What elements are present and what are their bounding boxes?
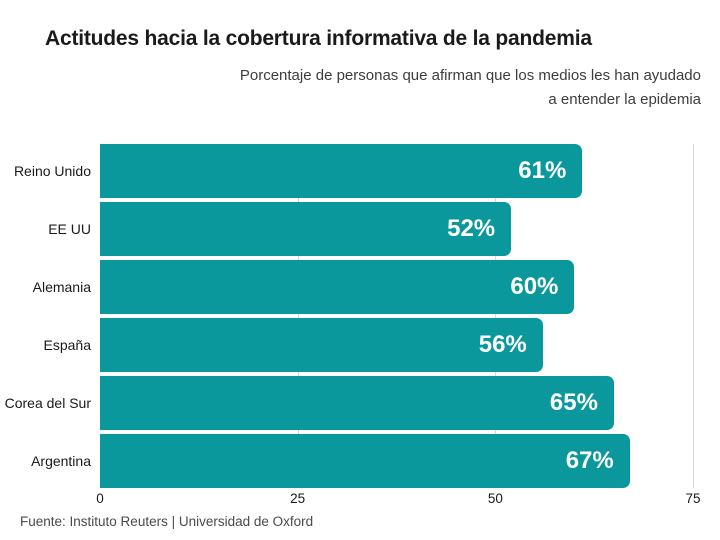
- value-label: 60%: [510, 273, 559, 300]
- bar: 52%: [100, 202, 512, 256]
- gridline: [693, 144, 694, 488]
- chart-subtitle-line-1: Porcentaje de personas que afirman que l…: [239, 67, 701, 84]
- bar: 67%: [100, 434, 630, 488]
- bar-row: Argentina 67%: [31, 434, 693, 488]
- category-label: Reino Unido: [13, 163, 91, 179]
- gridline: [297, 144, 299, 488]
- bar-row: Reino Unido 61%: [14, 144, 693, 198]
- value-label: 61%: [518, 157, 567, 184]
- x-axis-tick: 25: [290, 491, 306, 506]
- value-label: 65%: [549, 389, 598, 416]
- source-credit: Fuente: Instituto Reuters | Universidad …: [20, 514, 314, 529]
- chart-title: Actitudes hacia la cobertura informativa…: [45, 27, 592, 50]
- bar-row: Corea del Sur 65%: [5, 376, 693, 430]
- category-label: Alemania: [32, 279, 91, 295]
- chart-subtitle: Porcentaje de personas que afirman que l…: [240, 64, 701, 112]
- bar: 56%: [100, 318, 543, 372]
- x-axis: 0 25 50 75: [96, 491, 700, 509]
- x-axis-tick: 50: [487, 491, 503, 506]
- bar-rows: Reino Unido 61% EE UU 52% Alemania 60% E…: [5, 144, 693, 488]
- bar: 61%: [100, 144, 583, 198]
- chart-subtitle-line-2: a entender la epidemia: [548, 91, 701, 108]
- category-label: España: [43, 337, 91, 353]
- category-label: Argentina: [31, 453, 91, 469]
- gridlines: [100, 144, 694, 488]
- bar: 65%: [100, 376, 614, 430]
- category-label: Corea del Sur: [4, 395, 91, 411]
- category-label: EE UU: [48, 221, 91, 237]
- plot-area: Reino Unido 61% EE UU 52% Alemania 60% E…: [5, 144, 694, 488]
- value-label: 52%: [447, 215, 496, 242]
- x-axis-tick: 0: [96, 491, 104, 506]
- gridline: [495, 144, 497, 488]
- bar-row: España 56%: [44, 318, 693, 372]
- value-label: 56%: [478, 331, 527, 358]
- bar: 60%: [100, 260, 575, 314]
- bar-row: Alemania 60%: [33, 260, 693, 314]
- value-label: 67%: [565, 447, 614, 474]
- bar-row: EE UU 52%: [48, 202, 693, 256]
- x-axis-tick: 75: [685, 491, 701, 506]
